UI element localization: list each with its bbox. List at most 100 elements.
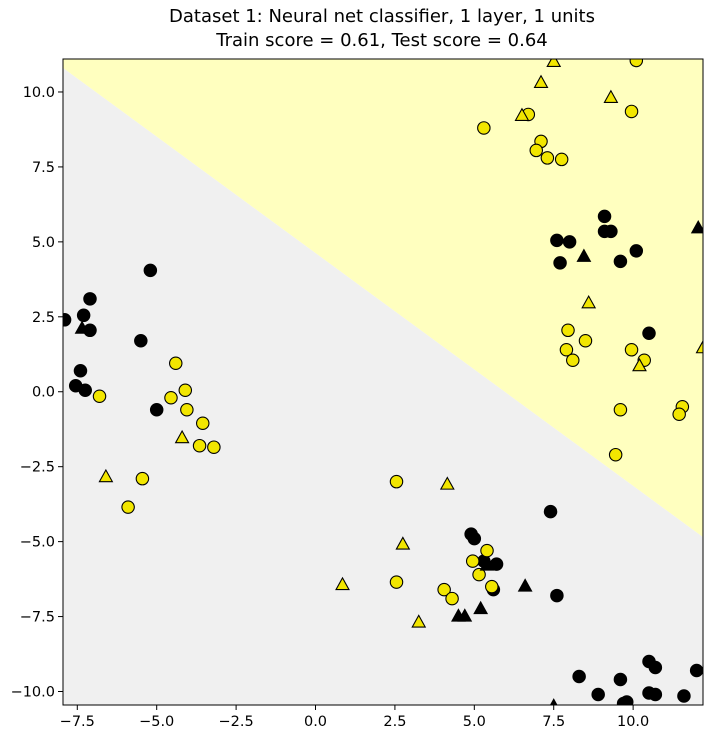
class-0-train-circle-point	[149, 402, 164, 417]
class-1-train-circle-point	[672, 407, 686, 421]
class-0-train-circle-point	[620, 695, 634, 705]
class-1-train-circle-point	[624, 104, 639, 119]
plot-frame	[62, 58, 704, 706]
class-0-train-circle-point	[613, 254, 628, 269]
class-0-train-circle-point	[134, 334, 148, 348]
class-1-train-circle-point	[207, 440, 221, 454]
x-tick-label: 5.0	[463, 714, 486, 730]
class-0-train-circle-point	[467, 531, 482, 546]
class-0-train-circle-point	[78, 383, 92, 397]
plot-area	[63, 59, 703, 705]
x-tick-label: 2.5	[383, 714, 406, 730]
class-0-train-circle-point	[629, 244, 644, 258]
class-0-test-triangle-point	[549, 698, 558, 705]
class-1-train-circle-point	[566, 353, 580, 368]
class-0-train-circle-point	[76, 308, 91, 323]
class-0-test-triangle-point	[74, 320, 90, 334]
decision-region-class-1	[63, 59, 703, 538]
class-1-train-circle-point	[437, 582, 451, 597]
class-0-train-circle-point	[689, 663, 703, 678]
class-0-test-triangle-point	[479, 557, 495, 571]
class-0-train-circle-point	[553, 256, 567, 270]
class-0-train-circle-point	[550, 588, 564, 603]
class-0-test-triangle-point	[517, 578, 533, 592]
class-0-train-circle-point	[83, 292, 97, 306]
class-1-test-triangle-point	[632, 357, 647, 372]
class-0-train-circle-point	[63, 313, 72, 327]
class-1-test-triangle-point	[411, 614, 427, 628]
class-0-train-circle-point	[572, 669, 586, 684]
class-1-train-circle-point	[389, 474, 404, 489]
class-0-test-triangle-point	[576, 248, 592, 262]
class-1-train-circle-point	[529, 143, 544, 158]
y-tick-label: 10.0	[23, 85, 55, 101]
class-1-test-triangle-point	[98, 468, 114, 483]
x-tick-label: −5.0	[139, 714, 174, 730]
class-1-train-circle-point	[164, 390, 178, 405]
y-axis: 10.0 7.5 5.0 2.5 0.0 −2.5 −5.0 −7.5 −10.0	[11, 85, 63, 701]
class-1-train-circle-point	[178, 383, 193, 397]
class-1-train-circle-point	[121, 500, 135, 514]
class-1-train-circle-point	[540, 151, 555, 165]
y-tick-label: 5.0	[32, 235, 55, 251]
class-0-test-triangle-point	[690, 220, 703, 234]
class-1-train-circle-point	[608, 447, 623, 462]
x-tick-label: 7.5	[542, 714, 565, 730]
class-1-test-triangle-point	[546, 59, 562, 68]
y-tick-label: 2.5	[32, 310, 55, 326]
x-axis: −7.5 −5.0 −2.5 0.0 2.5 5.0 7.5 10.0	[60, 705, 649, 730]
class-1-train-circle-point	[465, 554, 480, 568]
y-tick-label: −10.0	[11, 685, 55, 701]
class-1-train-circle-point	[480, 543, 494, 558]
chart-subtitle: Train score = 0.61, Test score = 0.64	[215, 30, 547, 51]
class-1-test-triangle-point	[514, 107, 530, 121]
class-1-train-circle-point	[135, 471, 150, 486]
class-1-train-circle-point	[578, 334, 593, 348]
class-1-train-circle-point	[559, 343, 574, 357]
decision-region-class-0	[63, 67, 703, 705]
class-0-train-circle-point	[73, 364, 88, 378]
class-1-train-circle-point	[389, 575, 404, 589]
class-1-test-triangle-point	[174, 429, 190, 444]
class-1-test-triangle-point	[439, 476, 455, 490]
class-1-train-circle-point	[629, 59, 644, 68]
x-tick-label: −2.5	[218, 714, 253, 730]
class-0-train-circle-point	[648, 687, 663, 702]
class-1-train-circle-point	[477, 121, 491, 135]
class-1-train-circle-point	[180, 402, 194, 417]
class-0-train-circle-point	[597, 224, 612, 239]
class-1-train-circle-point	[624, 343, 639, 357]
class-0-test-triangle-point	[457, 608, 473, 622]
class-0-train-circle-point	[642, 326, 656, 341]
class-1-train-circle-point	[169, 356, 183, 371]
class-0-train-circle-point	[562, 235, 577, 249]
class-0-train-circle-point	[543, 504, 558, 519]
class-1-train-circle-point	[192, 438, 207, 453]
class-1-train-circle-point	[554, 152, 569, 167]
x-tick-label: 10.0	[617, 714, 649, 730]
class-0-train-circle-point	[613, 672, 628, 687]
class-0-test-triangle-point	[473, 600, 489, 615]
class-1-train-circle-point	[561, 323, 575, 338]
data-markers	[63, 59, 703, 705]
class-0-train-circle-point	[143, 263, 158, 278]
class-0-train-circle-point	[597, 209, 612, 224]
chart-title: Dataset 1: Neural net classifier, 1 laye…	[169, 6, 595, 27]
class-0-train-circle-point	[648, 660, 663, 675]
class-1-train-circle-point	[196, 416, 210, 430]
class-1-train-circle-point	[485, 579, 499, 594]
class-1-test-triangle-point	[603, 89, 619, 103]
class-1-test-triangle-point	[533, 74, 549, 88]
class-1-test-triangle-point	[395, 536, 411, 550]
y-tick-label: 7.5	[32, 160, 55, 176]
y-tick-label: −7.5	[20, 610, 55, 626]
class-0-train-circle-point	[677, 689, 691, 703]
x-tick-label: 0.0	[304, 714, 327, 730]
x-tick-label: −7.5	[60, 714, 95, 730]
y-tick-label: −2.5	[20, 460, 55, 476]
y-tick-label: 0.0	[32, 385, 55, 401]
class-1-train-circle-point	[613, 402, 628, 417]
class-1-train-circle-point	[92, 389, 107, 403]
class-1-test-triangle-point	[335, 576, 350, 591]
